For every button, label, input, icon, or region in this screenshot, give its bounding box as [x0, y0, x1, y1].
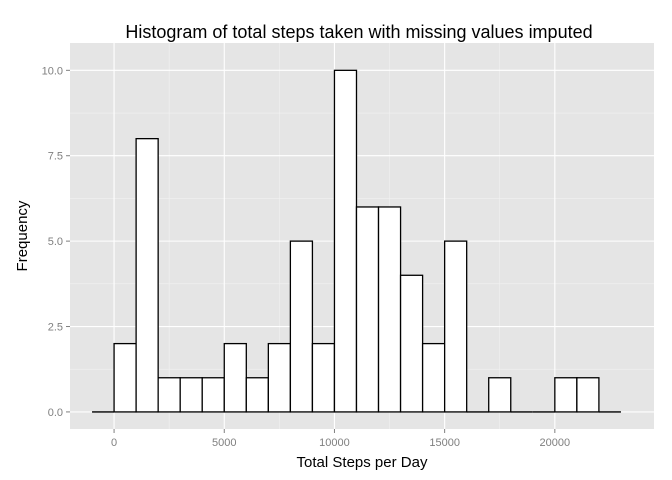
y-tick-label: 10.0 [42, 65, 63, 77]
x-tick-label: 10000 [319, 437, 350, 449]
histogram-bar [245, 377, 269, 413]
y-tick-label: 0.0 [48, 407, 63, 419]
histogram-bar [201, 377, 225, 413]
histogram-bar [355, 206, 380, 413]
x-tick-label: 20000 [540, 437, 571, 449]
y-tick-label: 7.5 [48, 151, 63, 163]
y-axis-title: Frequency [14, 200, 31, 271]
histogram-bar [311, 342, 336, 413]
x-tick-label: 5000 [212, 437, 236, 449]
histogram-bar [488, 377, 512, 413]
histogram-bar [421, 342, 446, 413]
x-tick-label: 15000 [429, 437, 460, 449]
y-tick-label: 2.5 [48, 322, 63, 334]
histogram-bar [576, 377, 600, 413]
histogram-bar [554, 377, 578, 413]
y-axis: 0.0 2.5 5.0 7.5 10.0 [42, 65, 70, 419]
histogram-bar [223, 342, 247, 413]
histogram-bar [157, 377, 181, 413]
x-axis: 0 5000 10000 15000 20000 [111, 429, 570, 449]
histogram-bars [92, 69, 621, 413]
histogram-bar [399, 274, 424, 413]
histogram-bar [113, 342, 137, 413]
x-tick-label: 0 [111, 437, 117, 449]
histogram-bar [443, 240, 468, 413]
x-axis-title: Total Steps per Day [297, 454, 428, 471]
chart-title: Histogram of total steps taken with miss… [125, 22, 592, 42]
histogram-bar [333, 69, 358, 413]
histogram-bar [267, 342, 292, 413]
histogram-bar [377, 206, 402, 413]
histogram-bar [289, 240, 314, 413]
y-tick-label: 5.0 [48, 236, 63, 248]
histogram-bar [179, 377, 203, 413]
histogram-bar [135, 137, 159, 413]
